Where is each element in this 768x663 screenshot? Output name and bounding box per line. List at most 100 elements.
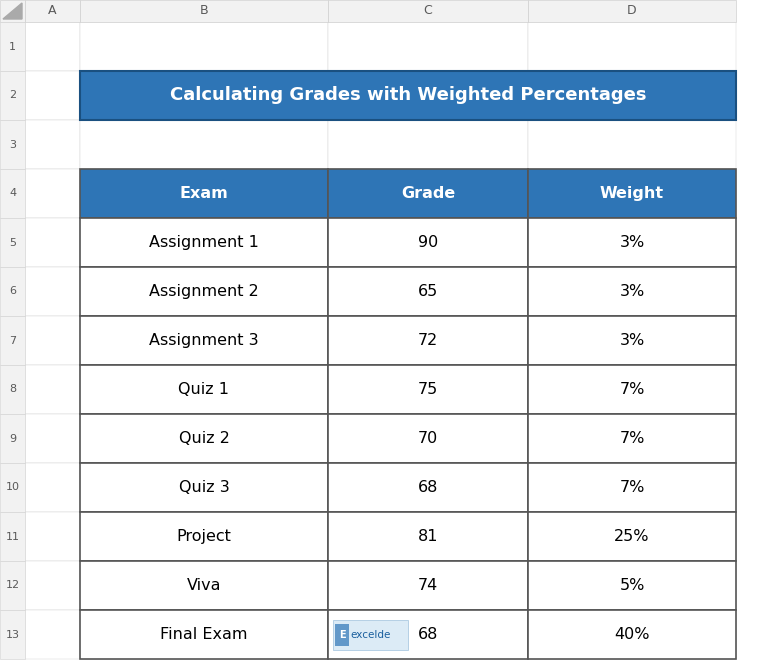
Bar	[0, 120, 25, 169]
Bar	[25, 22, 80, 71]
Bar	[0, 267, 25, 316]
Bar	[80, 365, 328, 414]
Bar	[0, 169, 25, 218]
Text: 70: 70	[418, 431, 438, 446]
Bar	[0, 218, 25, 267]
Text: Final Exam: Final Exam	[161, 627, 248, 642]
Text: 1: 1	[9, 42, 16, 52]
Bar	[25, 0, 80, 22]
Bar	[80, 365, 328, 414]
Text: 3%: 3%	[619, 333, 644, 348]
Bar	[25, 414, 80, 463]
Bar	[0, 71, 25, 120]
Bar	[25, 365, 80, 414]
Bar	[528, 316, 736, 365]
Bar	[80, 71, 328, 120]
Bar	[80, 218, 328, 267]
Bar	[80, 218, 328, 267]
Bar	[0, 610, 25, 659]
Text: B: B	[200, 5, 208, 17]
Bar	[528, 71, 736, 120]
Bar	[328, 463, 528, 512]
Bar	[0, 561, 25, 610]
Bar	[528, 267, 736, 316]
Bar	[80, 512, 328, 561]
Bar	[25, 463, 80, 512]
Text: Quiz 3: Quiz 3	[179, 480, 230, 495]
Bar	[528, 218, 736, 267]
Text: 3%: 3%	[619, 235, 644, 250]
Bar	[328, 22, 528, 71]
Bar	[80, 610, 328, 659]
Text: 7%: 7%	[619, 431, 644, 446]
Bar	[528, 561, 736, 610]
Bar	[25, 71, 80, 120]
Bar	[528, 561, 736, 610]
Bar	[528, 463, 736, 512]
Text: 7: 7	[9, 335, 16, 345]
Bar	[80, 414, 328, 463]
Bar	[328, 365, 528, 414]
Bar	[80, 463, 328, 512]
Bar	[528, 512, 736, 561]
Text: 40%: 40%	[614, 627, 650, 642]
Text: 8: 8	[9, 385, 16, 394]
Bar	[80, 316, 328, 365]
Bar	[80, 610, 328, 659]
Bar	[328, 561, 528, 610]
Bar	[25, 610, 80, 659]
Bar	[80, 316, 328, 365]
Bar	[328, 120, 528, 169]
Bar	[80, 71, 736, 120]
Bar	[328, 561, 528, 610]
Bar	[328, 512, 528, 561]
Text: Assignment 2: Assignment 2	[149, 284, 259, 299]
Polygon shape	[3, 3, 22, 19]
Bar	[0, 414, 25, 463]
Bar	[328, 414, 528, 463]
Bar	[0, 316, 25, 365]
Text: Assignment 1: Assignment 1	[149, 235, 259, 250]
Text: 3: 3	[9, 139, 16, 149]
Bar	[25, 169, 80, 218]
Bar	[0, 365, 25, 414]
Bar	[80, 463, 328, 512]
Bar	[328, 218, 528, 267]
Text: 25%: 25%	[614, 529, 650, 544]
Bar	[328, 610, 528, 659]
Bar	[528, 512, 736, 561]
Text: Weight: Weight	[600, 186, 664, 201]
Text: 7%: 7%	[619, 480, 644, 495]
Bar	[528, 365, 736, 414]
Text: Quiz 1: Quiz 1	[178, 382, 230, 397]
Text: 72: 72	[418, 333, 438, 348]
Bar	[25, 316, 80, 365]
Bar	[0, 22, 25, 71]
Bar	[80, 267, 328, 316]
Bar	[80, 120, 328, 169]
Bar	[80, 512, 328, 561]
Text: 68: 68	[418, 627, 439, 642]
Text: A: A	[48, 5, 57, 17]
Bar	[328, 169, 528, 218]
Bar	[25, 120, 80, 169]
Bar	[328, 218, 528, 267]
Bar	[80, 561, 328, 610]
Bar	[528, 414, 736, 463]
Text: Project: Project	[177, 529, 231, 544]
Text: E: E	[339, 629, 346, 640]
Bar	[25, 267, 80, 316]
Text: 68: 68	[418, 480, 439, 495]
Bar	[328, 267, 528, 316]
Bar	[528, 169, 736, 218]
Bar	[328, 463, 528, 512]
Bar	[528, 218, 736, 267]
Bar	[80, 169, 328, 218]
Bar	[528, 365, 736, 414]
Text: Exam: Exam	[180, 186, 228, 201]
Bar	[80, 267, 328, 316]
Bar	[328, 0, 528, 22]
Bar	[80, 561, 328, 610]
Text: 13: 13	[5, 629, 19, 640]
Text: Assignment 3: Assignment 3	[149, 333, 259, 348]
